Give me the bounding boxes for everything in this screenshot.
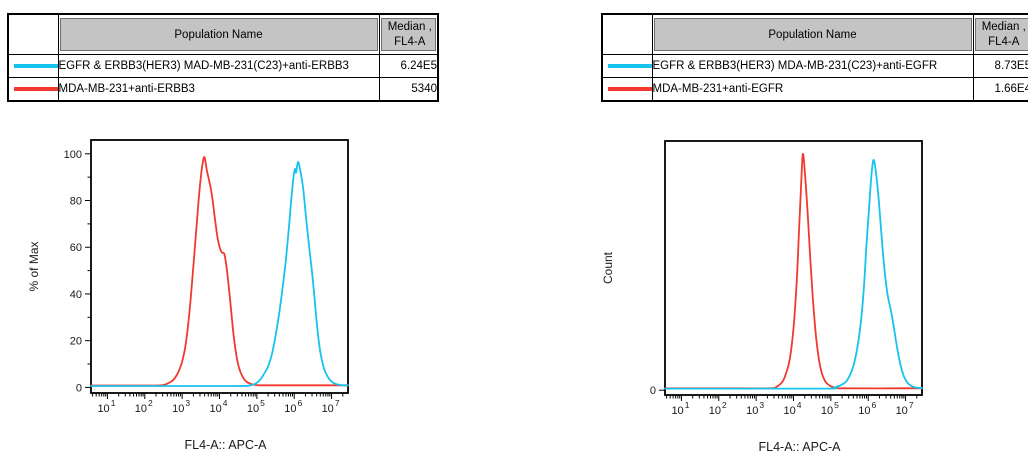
y-tick-label: 40 <box>70 289 82 301</box>
histogram-anti-erbb3[interactable]: 101 102 103 104 105 106 107 0 20 40 60 80 100FL4-A::… <box>0 120 430 466</box>
header-swatch-spacer <box>601 13 653 55</box>
header-median-fl4a: Median , FL4-A <box>972 13 1028 55</box>
y-tick-label: 0 <box>650 385 656 397</box>
x-tick-label: 106 <box>284 398 302 415</box>
y-tick-label: 100 <box>64 149 82 161</box>
x-tick-label: 104 <box>784 400 802 417</box>
x-tick-label: 103 <box>746 400 764 417</box>
x-tick-label: 102 <box>709 400 727 417</box>
x-axis-title: FL4-A:: APC-A <box>759 440 842 454</box>
series-color-swatch <box>608 64 651 68</box>
curve-cyan <box>90 161 349 387</box>
y-tick-label: 60 <box>70 242 82 254</box>
population-name-cell: EGFR & ERBB3(HER3) MDA-MB-231(C23)+anti-… <box>651 54 974 78</box>
header-median-fl4a: Median , FL4-A <box>378 13 439 55</box>
x-tick-label: 102 <box>135 398 153 415</box>
population-row[interactable]: EGFR & ERBB3(HER3) MDA-MB-231(C23)+anti-… <box>601 54 1028 78</box>
population-row[interactable]: MDA-MB-231+anti-EGFR 1.66E4 <box>601 77 1028 101</box>
x-tick-label: 107 <box>896 400 914 417</box>
y-tick-label: 0 <box>76 382 82 394</box>
median-value-cell: 5340 <box>378 77 439 101</box>
header-population-name: Population Name <box>651 13 974 55</box>
series-swatch-cell <box>7 77 59 101</box>
x-axis-title: FL4-A:: APC-A <box>185 438 268 452</box>
y-axis-title: Count <box>601 251 615 284</box>
y-axis-ticks <box>85 153 91 388</box>
x-axis-ticks <box>666 395 918 401</box>
population-row[interactable]: MDA-MB-231+anti-ERBB3 5340 <box>7 77 439 101</box>
y-tick-label: 80 <box>70 196 82 208</box>
population-name-cell: MDA-MB-231+anti-ERBB3 <box>57 77 380 101</box>
x-tick-label: 105 <box>821 400 839 417</box>
curve-red <box>664 153 923 390</box>
x-tick-label: 101 <box>97 398 115 415</box>
median-value-cell: 8.73E5 <box>972 54 1028 78</box>
curve-cyan <box>664 159 923 390</box>
x-tick-label: 101 <box>671 400 689 417</box>
series-color-swatch <box>14 86 57 91</box>
plot-frame <box>90 139 349 394</box>
x-tick-label: 107 <box>322 398 340 415</box>
median-value-cell: 1.66E4 <box>972 77 1028 101</box>
curve-red <box>90 156 349 387</box>
series-swatch-cell <box>601 77 653 101</box>
series-color-swatch <box>14 64 57 68</box>
x-axis-ticks <box>92 393 344 399</box>
population-name-cell: MDA-MB-231+anti-EGFR <box>651 77 974 101</box>
series-color-swatch <box>608 86 651 91</box>
x-tick-label: 106 <box>858 400 876 417</box>
x-tick-label: 105 <box>247 398 265 415</box>
population-table-anti-egfr: Population Name Median , FL4-A EGFR & ERBB3… <box>601 13 1028 102</box>
x-tick-label: 103 <box>172 398 190 415</box>
population-name-cell: EGFR & ERBB3(HER3) MAD-MB-231(C23)+anti-… <box>57 54 380 78</box>
series-swatch-cell <box>601 54 653 78</box>
header-population-name: Population Name <box>57 13 380 55</box>
population-table-anti-erbb3: Population Name Median , FL4-A EGFR & ERBB3… <box>7 13 439 102</box>
header-swatch-spacer <box>7 13 59 55</box>
y-tick-label: 20 <box>70 336 82 348</box>
y-axis-title: % of Max <box>27 241 41 291</box>
median-value-cell: 6.24E5 <box>378 54 439 78</box>
population-row[interactable]: EGFR & ERBB3(HER3) MAD-MB-231(C23)+anti-… <box>7 54 439 78</box>
x-tick-label: 104 <box>210 398 228 415</box>
series-swatch-cell <box>7 54 59 78</box>
table-header-row: Population Name Median , FL4-A <box>601 13 1028 55</box>
table-header-row: Population Name Median , FL4-A <box>7 13 439 55</box>
